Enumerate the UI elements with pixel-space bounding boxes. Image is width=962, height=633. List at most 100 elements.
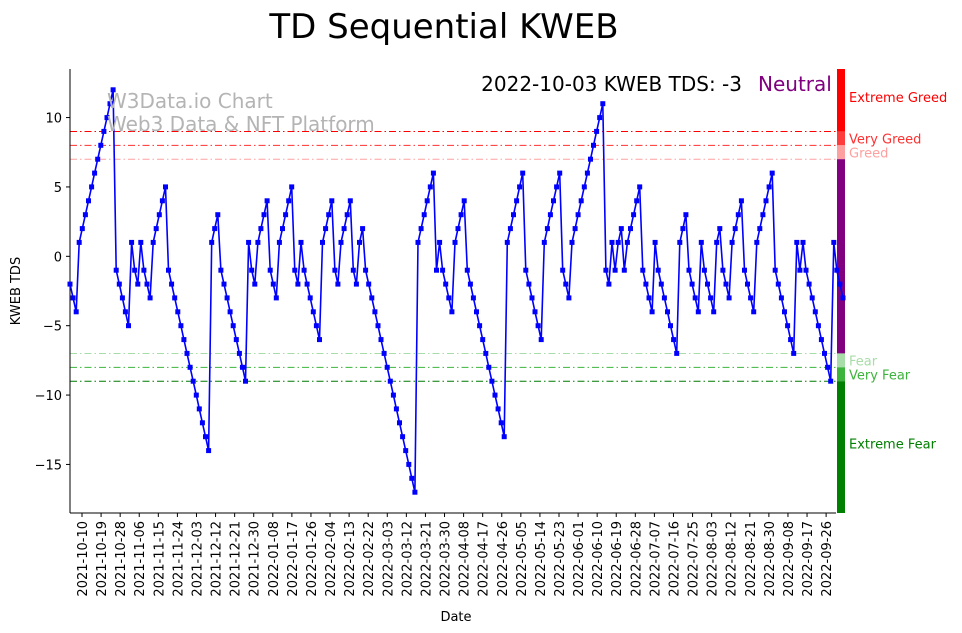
data-point	[381, 350, 387, 356]
data-point	[369, 295, 375, 301]
data-point	[122, 309, 128, 315]
data-point	[240, 364, 245, 370]
data-point	[233, 337, 239, 343]
data-point	[538, 337, 544, 343]
data-point	[138, 239, 144, 245]
data-point	[674, 350, 680, 356]
data-point	[98, 142, 104, 148]
data-point	[412, 489, 418, 495]
data-point	[129, 239, 135, 245]
data-point	[424, 198, 430, 204]
data-point	[477, 323, 483, 329]
data-point	[338, 239, 344, 245]
data-point	[67, 281, 73, 287]
data-point	[104, 115, 110, 121]
data-point	[347, 198, 353, 204]
data-point	[748, 295, 754, 301]
data-point	[726, 295, 732, 301]
data-point	[181, 337, 187, 343]
x-tick-label: 2022-07-07	[648, 521, 663, 597]
x-tick-label: 2022-02-22	[362, 521, 377, 597]
data-point	[695, 309, 701, 315]
data-point	[135, 281, 141, 287]
data-point	[742, 267, 747, 273]
y-tick-label: 10	[45, 112, 62, 127]
data-point	[569, 239, 575, 245]
data-point	[529, 295, 535, 301]
data-point	[646, 295, 652, 301]
data-point	[584, 170, 590, 176]
data-point	[683, 212, 689, 218]
data-point	[760, 212, 766, 218]
data-point	[249, 267, 255, 273]
data-point	[79, 226, 85, 232]
data-point	[261, 212, 267, 218]
data-point	[252, 281, 258, 287]
data-point	[86, 198, 91, 204]
data-point	[698, 239, 704, 245]
data-point	[212, 226, 218, 232]
data-point	[495, 406, 501, 412]
data-point	[92, 170, 98, 176]
data-point	[320, 239, 325, 245]
data-point	[273, 295, 279, 301]
data-point	[101, 128, 107, 134]
data-point	[738, 198, 744, 204]
data-point	[631, 212, 637, 218]
data-point	[163, 184, 168, 190]
data-point	[772, 267, 778, 273]
data-point	[89, 184, 95, 190]
data-point	[184, 350, 190, 356]
data-point	[729, 239, 735, 245]
data-point	[310, 309, 316, 315]
data-point	[541, 239, 547, 245]
x-tick-label: 2022-03-03	[381, 521, 396, 597]
data-point	[280, 226, 285, 232]
data-point	[317, 337, 322, 343]
data-point	[393, 406, 399, 412]
data-point	[375, 323, 381, 329]
zone-label: Greed	[849, 146, 888, 161]
data-point	[113, 267, 119, 273]
data-point	[532, 309, 538, 315]
x-tick-label: 2022-06-28	[629, 521, 644, 597]
data-point	[668, 323, 673, 329]
data-point	[270, 281, 276, 287]
data-point	[403, 448, 409, 454]
data-point	[720, 267, 726, 273]
data-point	[498, 420, 504, 426]
data-point	[193, 392, 199, 398]
data-point	[612, 267, 618, 273]
data-point	[769, 170, 775, 176]
data-point	[701, 267, 707, 273]
data-point	[837, 281, 843, 287]
data-point	[313, 323, 319, 329]
data-point	[680, 226, 686, 232]
x-tick-label: 2022-05-23	[553, 521, 568, 597]
data-point	[224, 295, 230, 301]
data-point	[615, 239, 621, 245]
data-point	[166, 267, 171, 273]
data-point	[766, 184, 772, 190]
x-tick-label: 2022-03-30	[439, 521, 454, 597]
data-point	[831, 239, 837, 245]
data-point	[76, 239, 82, 245]
data-point	[372, 309, 378, 315]
data-point	[461, 198, 467, 204]
data-point	[70, 295, 76, 301]
data-point	[474, 309, 479, 315]
y-tick-label: −10	[35, 389, 62, 404]
data-point	[295, 281, 301, 287]
data-point	[384, 364, 390, 370]
data-point	[430, 170, 436, 176]
x-tick-label: 2022-08-03	[706, 521, 721, 597]
data-point	[658, 281, 664, 287]
data-point	[467, 281, 473, 287]
data-point	[199, 420, 205, 426]
data-point	[153, 226, 159, 232]
data-point	[82, 212, 88, 218]
data-point	[551, 198, 556, 204]
annotation-status: Neutral	[758, 72, 832, 96]
data-point	[600, 101, 606, 107]
data-point	[591, 142, 596, 148]
